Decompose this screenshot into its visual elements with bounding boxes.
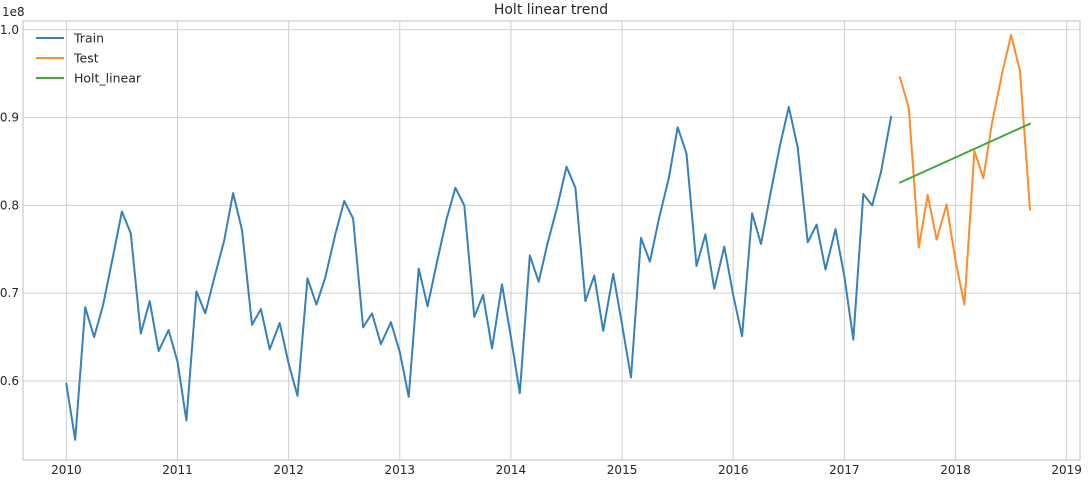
legend: Train Test Holt_linear xyxy=(36,31,142,86)
y-tick-label: 0.8 xyxy=(0,198,19,212)
y-tick-label: 0.7 xyxy=(0,286,19,300)
legend-label-test: Test xyxy=(73,51,99,66)
series-line-test xyxy=(898,34,1031,306)
x-tick-label: 2019 xyxy=(1051,463,1082,477)
series-line-train xyxy=(65,106,893,441)
x-tick-label: 2013 xyxy=(385,463,416,477)
series-lines xyxy=(65,34,1031,441)
series-line-holt-linear xyxy=(898,122,1031,184)
y-tick-label: 0.9 xyxy=(0,111,19,125)
x-tick-label: 2012 xyxy=(273,463,304,477)
legend-label-train: Train xyxy=(73,31,104,46)
x-tick-label: 2016 xyxy=(718,463,749,477)
x-tick-label: 2014 xyxy=(496,463,527,477)
x-tick-label: 2010 xyxy=(51,463,82,477)
chart-title: Holt linear trend xyxy=(494,2,608,18)
y-axis-offset-label: 1e8 xyxy=(2,5,25,19)
x-tick-label: 2015 xyxy=(607,463,638,477)
tick-labels: 2010 2011 2012 2013 2014 2015 2016 2017 2018 2019… xyxy=(0,23,1082,477)
x-tick-label: 2018 xyxy=(940,463,971,477)
y-tick-label: 0.6 xyxy=(0,374,19,388)
legend-label-holt-linear: Holt_linear xyxy=(74,71,142,86)
x-tick-label: 2011 xyxy=(162,463,193,477)
y-tick-label: 1.0 xyxy=(0,23,19,37)
x-tick-label: 2017 xyxy=(829,463,860,477)
